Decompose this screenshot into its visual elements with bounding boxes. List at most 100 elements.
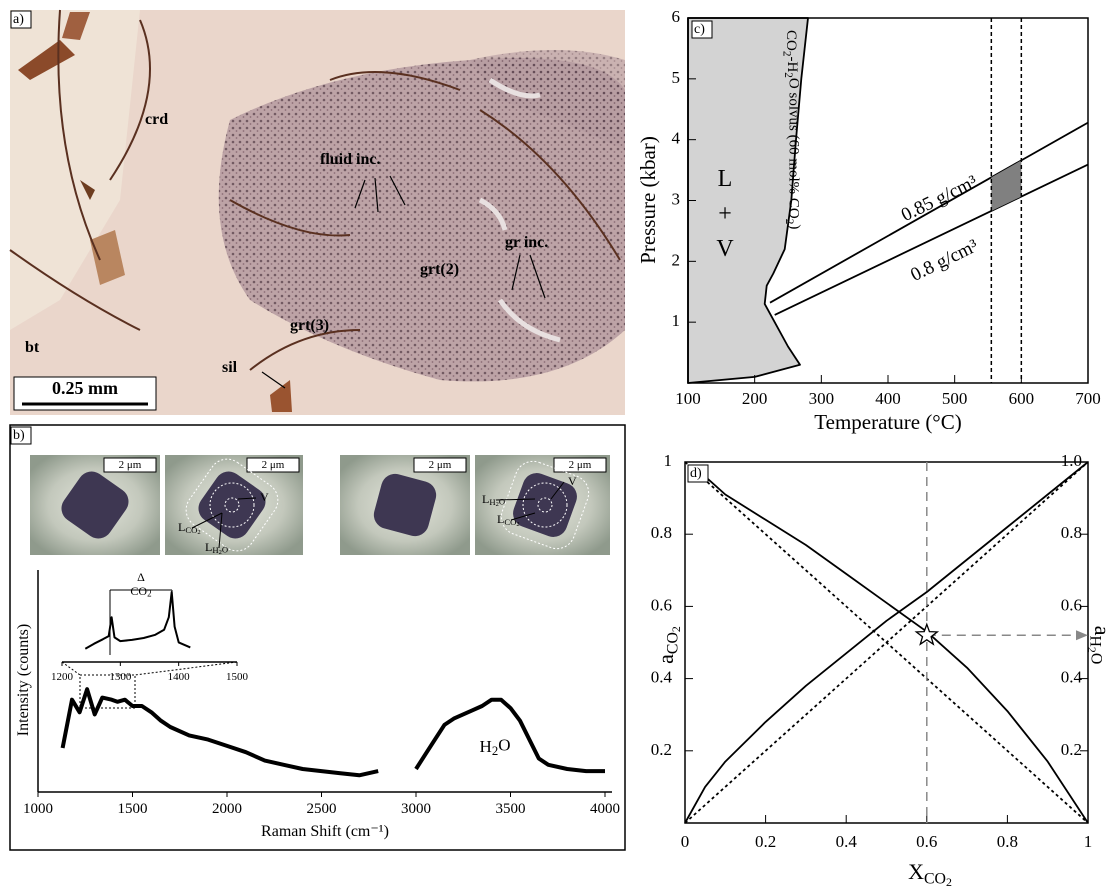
y2-tick-label: 0.4 xyxy=(1061,668,1083,687)
phase-outline xyxy=(224,497,240,513)
text-part: c) xyxy=(694,22,705,37)
photo-annotation: sil xyxy=(222,359,238,376)
text-part: Temperature (°C) xyxy=(814,410,961,434)
x-tick-label: 1200 xyxy=(51,671,74,683)
text-part: 1200 xyxy=(51,671,74,683)
y-tick-label: 6 xyxy=(672,7,681,26)
text-part: H xyxy=(480,737,492,756)
text-part: 2 xyxy=(946,875,952,888)
phase-leader xyxy=(218,512,223,549)
text-part: b) xyxy=(13,428,25,443)
x-tick-label: 3500 xyxy=(496,801,526,817)
text-part: 0 xyxy=(1061,595,1070,614)
panel-label: a) xyxy=(13,12,24,27)
y2-tick-label: 0.8 xyxy=(1061,523,1082,542)
panel-label: b) xyxy=(13,428,25,443)
label-sub: CO2 xyxy=(185,525,200,536)
text-part: 3000 xyxy=(401,801,431,817)
phase-label: LCO2 xyxy=(497,512,520,529)
phase-outline xyxy=(537,497,553,513)
phase-outline xyxy=(522,482,568,528)
y-tick-label: 4 xyxy=(672,129,681,148)
text-part: fluid inc. xyxy=(320,151,380,168)
phase-leader xyxy=(550,481,565,500)
label-main: L xyxy=(178,520,185,534)
text-part: 6 xyxy=(1074,595,1083,614)
text-part: ) xyxy=(324,317,329,334)
text-part: 1 xyxy=(1084,832,1093,851)
text-part: a) xyxy=(13,12,24,27)
text-part: Raman Shift (cm⁻¹) xyxy=(261,823,389,840)
label-main: L xyxy=(205,540,212,554)
plot-frame xyxy=(684,461,1089,824)
label-main: X xyxy=(908,859,924,884)
text-part: V xyxy=(716,236,734,262)
label-main: L xyxy=(482,492,489,506)
text-part: 2 xyxy=(492,744,498,758)
text-part: 0 xyxy=(1061,668,1070,687)
y-tick-label: 0.4 xyxy=(651,668,673,687)
phase-label: LH2O xyxy=(205,540,228,557)
phase-outline xyxy=(185,458,279,552)
text-part: 6 xyxy=(664,595,673,614)
text-part: 3 xyxy=(316,317,324,334)
annotation: 0.85 g/cm³ xyxy=(898,171,981,226)
series-line xyxy=(774,163,1089,316)
text-part: . xyxy=(61,378,66,398)
text-part: 4000 xyxy=(590,801,620,817)
text-part: . xyxy=(659,668,663,687)
text-part: 25 xyxy=(66,378,84,398)
y2-tick-label: 1.0 xyxy=(1061,451,1082,470)
text-part: -H xyxy=(784,56,800,72)
text-part: . xyxy=(1069,523,1073,542)
text-part: sil xyxy=(222,359,238,376)
text-part: 2 xyxy=(496,501,499,508)
text-part: 1 xyxy=(664,451,673,470)
text-part: 8 xyxy=(664,523,673,542)
text-part: 0 xyxy=(755,832,764,851)
text-part: CO xyxy=(130,584,147,598)
text-part: O xyxy=(499,496,505,506)
scale-bar-box xyxy=(103,457,157,473)
panel-label-box xyxy=(691,20,713,39)
panel-label-box xyxy=(10,426,32,445)
annotation: CO2 xyxy=(130,584,151,599)
x-tick-label: 1500 xyxy=(226,671,249,683)
scale-bar-box xyxy=(246,457,300,473)
text-part: CO xyxy=(664,632,681,654)
x-tick-label: 500 xyxy=(942,389,968,408)
panel-frame xyxy=(9,424,626,851)
x-tick-label: 0.8 xyxy=(997,832,1018,851)
panel-label: c) xyxy=(694,22,705,37)
text-part: grt( xyxy=(420,261,446,278)
text-part: 1 xyxy=(672,311,681,330)
label-sub: H2O xyxy=(489,496,505,508)
text-part: Intensity (counts) xyxy=(15,624,32,736)
label-main: a xyxy=(1090,626,1111,636)
text-part: 0 xyxy=(997,832,1006,851)
text-part: 100 xyxy=(675,389,701,408)
panel-label-box xyxy=(10,10,32,29)
y-tick-label: 0.2 xyxy=(651,740,672,759)
photo-annotation: grt(3) xyxy=(290,317,329,334)
x-tick-label: 400 xyxy=(875,389,901,408)
text-part: H xyxy=(212,545,218,555)
text-part: 1 xyxy=(1061,451,1070,470)
text-part: 2 xyxy=(669,626,683,632)
phase-leader xyxy=(191,512,223,529)
label-sub: H2O xyxy=(1085,635,1105,664)
x-tick-label: 1300 xyxy=(109,671,132,683)
text-part: 2 xyxy=(516,521,519,528)
inclusion xyxy=(513,473,577,537)
text-part: 2 xyxy=(219,549,222,556)
label-main: L xyxy=(497,512,504,526)
scale-bar-label: 2 μm xyxy=(262,459,285,471)
y-tick-label: 1 xyxy=(672,311,681,330)
annotation: CO2-H2O solvus (60 mol% CO2) xyxy=(781,30,802,229)
photo-annotation: gr inc. xyxy=(505,234,548,251)
text-part: 2 xyxy=(1074,740,1083,759)
text-part: 2 xyxy=(672,250,681,269)
scale-bar-label: 0.25 mm xyxy=(52,378,118,398)
star-marker xyxy=(914,622,940,646)
text-part: O xyxy=(1088,653,1105,664)
